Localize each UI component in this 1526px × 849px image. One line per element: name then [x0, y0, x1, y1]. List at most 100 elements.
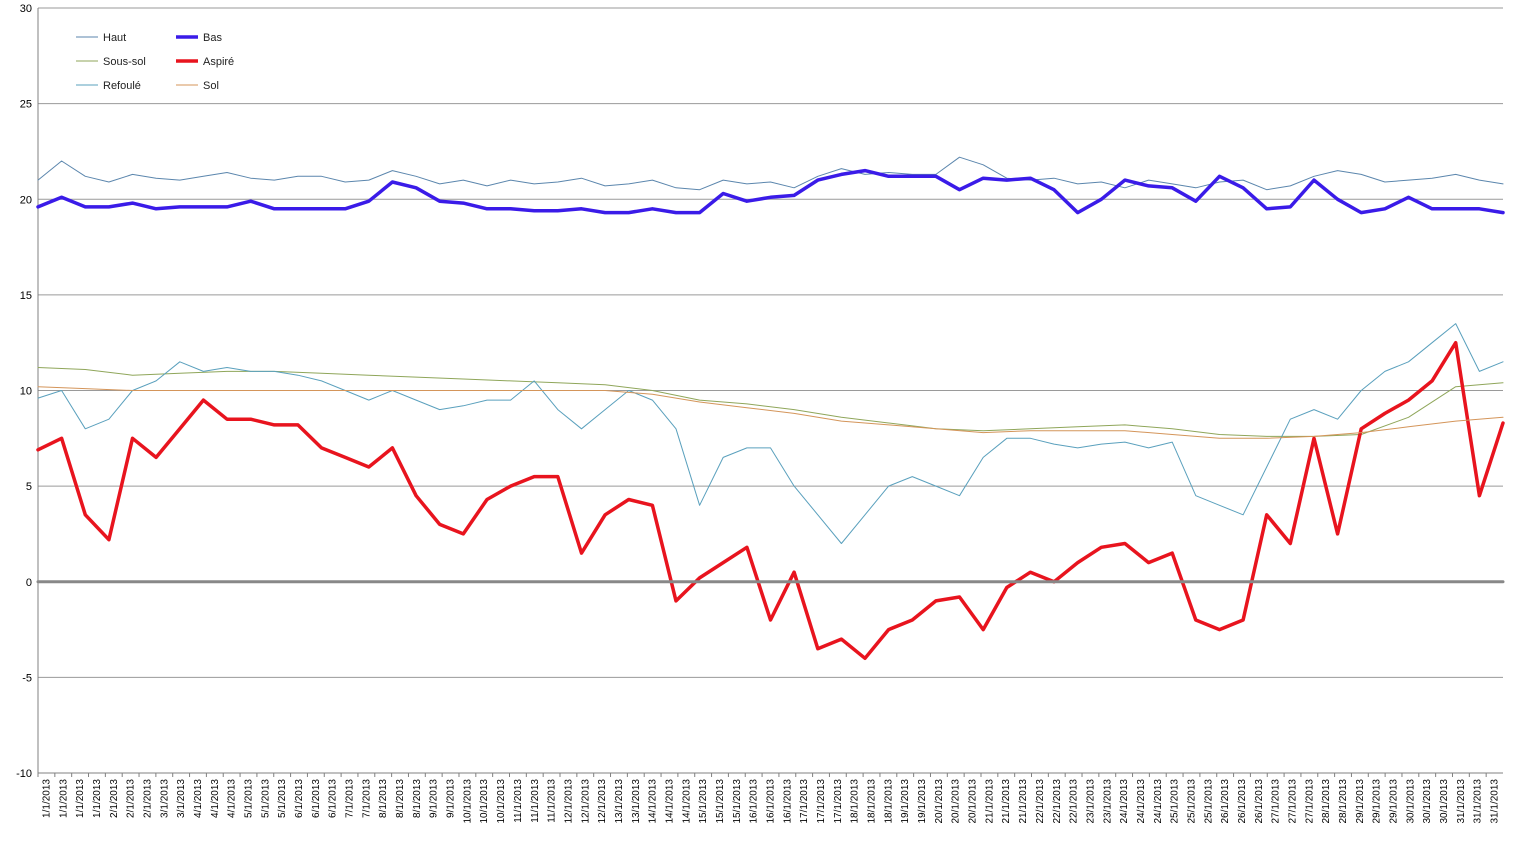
x-tick-label: 14/1/2013: [681, 779, 692, 824]
x-tick-label: 27/1/2013: [1288, 779, 1299, 824]
legend-label: Aspiré: [203, 56, 234, 68]
x-tick-label: 6/1/2013: [294, 779, 305, 818]
legend-item: Bas: [176, 32, 222, 44]
x-tick-label: 13/1/2013: [614, 779, 625, 824]
x-tick-label: 30/1/2013: [1439, 779, 1450, 824]
x-tick-label: 19/1/2013: [900, 779, 911, 824]
x-tick-label: 1/1/2013: [75, 779, 86, 818]
x-tick-label: 1/1/2013: [58, 779, 69, 818]
x-tick-label: 23/1/2013: [1102, 779, 1113, 824]
x-tick-label: 15/1/2013: [715, 779, 726, 824]
legend-label: Sous-sol: [103, 56, 146, 68]
x-tick-label: 14/1/2013: [648, 779, 659, 824]
x-tick-label: 19/1/2013: [917, 779, 928, 824]
x-tick-label: 18/1/2013: [850, 779, 861, 824]
x-tick-label: 21/1/2013: [1018, 779, 1029, 824]
x-tick-label: 26/1/2013: [1237, 779, 1248, 824]
x-tick-label: 24/1/2013: [1119, 779, 1130, 824]
x-tick-label: 24/1/2013: [1136, 779, 1147, 824]
x-tick-label: 6/1/2013: [311, 779, 322, 818]
x-tick-label: 12/1/2013: [563, 779, 574, 824]
series-line-sol: [37, 386, 1504, 439]
legend-item: Haut: [76, 32, 126, 44]
x-tick-label: 10/1/2013: [496, 779, 507, 824]
x-tick-label: 13/1/2013: [631, 779, 642, 824]
x-tick-label: 21/1/2013: [1001, 779, 1012, 824]
legend-item: Sous-sol: [76, 56, 146, 68]
x-tick-label: 26/1/2013: [1220, 779, 1231, 824]
x-tick-label: 6/1/2013: [328, 779, 339, 818]
y-tick-label: 5: [26, 481, 32, 493]
x-tick-label: 11/1/2013: [547, 779, 558, 823]
legend-label: Haut: [103, 32, 126, 44]
x-tick-label: 30/1/2013: [1422, 779, 1433, 824]
x-tick-label: 15/1/2013: [698, 779, 709, 824]
x-tick-label: 20/1/2013: [934, 779, 945, 824]
x-tick-label: 29/1/2013: [1372, 779, 1383, 824]
x-tick-label: 25/1/2013: [1170, 779, 1181, 824]
x-tick-label: 18/1/2013: [883, 779, 894, 824]
x-tick-label: 23/1/2013: [1085, 779, 1096, 824]
y-axis: -10 -5 0 5 10 15 20 25 30: [16, 3, 39, 780]
x-tick-label: 17/1/2013: [799, 779, 810, 824]
legend-item: Aspiré: [176, 56, 234, 68]
x-tick-label: 7/1/2013: [345, 779, 356, 818]
x-tick-label: 18/1/2013: [867, 779, 878, 824]
x-tick-label: 31/1/2013: [1490, 779, 1501, 824]
y-tick-label: 10: [20, 386, 32, 398]
x-tick-label: 27/1/2013: [1304, 779, 1315, 824]
x-tick-label: 28/1/2013: [1321, 779, 1332, 824]
legend-item: Sol: [176, 80, 219, 92]
legend-label: Bas: [203, 32, 222, 44]
x-tick-label: 16/1/2013: [766, 779, 777, 824]
y-tick-label: 15: [20, 290, 32, 302]
x-tick-label: 29/1/2013: [1389, 779, 1400, 824]
x-tick-label: 4/1/2013: [193, 779, 204, 818]
x-tick-label: 5/1/2013: [243, 779, 254, 818]
x-tick-label: 30/1/2013: [1405, 779, 1416, 824]
x-tick-label: 20/1/2013: [951, 779, 962, 824]
x-tick-label: 2/1/2013: [126, 779, 137, 818]
legend: Haut Sous-sol Refoulé Bas Aspiré Sol: [76, 32, 234, 92]
x-tick-label: 1/1/2013: [41, 779, 52, 818]
x-tick-label: 5/1/2013: [260, 779, 271, 818]
x-tick-label: 1/1/2013: [92, 779, 103, 818]
x-tick-label: 17/1/2013: [833, 779, 844, 824]
x-tick-label: 9/1/2013: [446, 779, 457, 818]
x-tick-label: 22/1/2013: [1069, 779, 1080, 824]
y-tick-label: 0: [26, 577, 32, 589]
series-line-haut: [37, 156, 1504, 191]
y-tick-label: 30: [20, 3, 32, 15]
x-tick-label: 8/1/2013: [395, 779, 406, 818]
x-tick-label: 3/1/2013: [159, 779, 170, 818]
x-tick-label: 28/1/2013: [1338, 779, 1349, 824]
x-tick-label: 10/1/2013: [479, 779, 490, 824]
series-line-sous-sol: [37, 367, 1504, 437]
x-tick-label: 14/1/2013: [664, 779, 675, 824]
series-lines: [36, 156, 1505, 661]
x-tick-label: 22/1/2013: [1035, 779, 1046, 824]
series-line-bas: [36, 168, 1505, 215]
x-tick-label: 12/1/2013: [597, 779, 608, 824]
x-tick-label: 21/1/2013: [984, 779, 995, 824]
series-line-refoul-: [37, 323, 1504, 544]
y-tick-label: -5: [22, 672, 32, 684]
y-tick-label: 25: [20, 99, 32, 111]
x-tick-label: 26/1/2013: [1254, 779, 1265, 824]
x-tick-label: 25/1/2013: [1203, 779, 1214, 824]
x-tick-label: 8/1/2013: [378, 779, 389, 818]
x-tick-label: 25/1/2013: [1186, 779, 1197, 824]
x-tick-label: 24/1/2013: [1153, 779, 1164, 824]
x-tick-label: 29/1/2013: [1355, 779, 1366, 824]
x-tick-label: 3/1/2013: [176, 779, 187, 818]
x-tick-label: 20/1/2013: [968, 779, 979, 824]
x-tick-label: 16/1/2013: [749, 779, 760, 824]
y-tick-label: 20: [20, 194, 32, 206]
x-tick-label: 22/1/2013: [1052, 779, 1063, 824]
x-tick-label: 31/1/2013: [1456, 779, 1467, 824]
x-tick-label: 27/1/2013: [1271, 779, 1282, 824]
x-axis: 1/1/2013 1/1/2013 1/1/2013 1/1/2013 2/1/2013…: [37, 772, 1503, 824]
legend-label: Sol: [203, 80, 219, 92]
x-tick-label: 2/1/2013: [109, 779, 120, 818]
